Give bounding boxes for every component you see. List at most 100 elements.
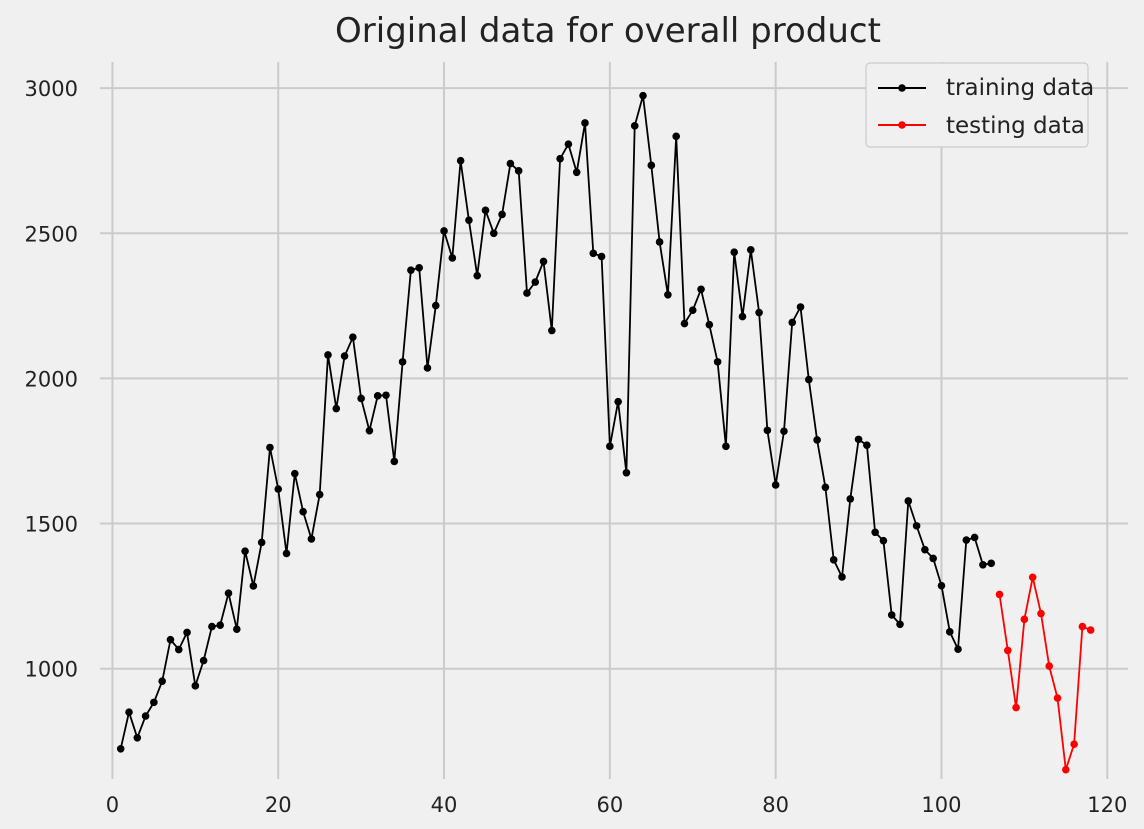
data-point-training: [672, 132, 680, 141]
x-tick-label: 120: [1087, 793, 1127, 817]
data-point-training: [606, 442, 614, 451]
data-point-training: [506, 159, 515, 168]
data-point-testing: [1086, 626, 1095, 634]
x-tick-label: 80: [762, 793, 789, 817]
data-point-training: [473, 271, 482, 280]
data-point-training: [282, 549, 291, 558]
data-point-training: [697, 285, 705, 294]
data-point-training: [664, 291, 672, 299]
data-point-training: [780, 427, 788, 436]
data-point-training: [232, 625, 241, 634]
data-point-training: [365, 426, 374, 435]
data-point-training: [805, 375, 813, 384]
legend-entry-training: training data: [878, 75, 1094, 101]
data-point-training: [249, 582, 258, 590]
grid-lines: [100, 62, 1128, 779]
data-point-training: [448, 254, 457, 262]
data-point-training: [125, 708, 133, 717]
data-point-training: [382, 391, 390, 400]
data-point-training: [722, 442, 730, 451]
legend-entry-testing: testing data: [878, 113, 1085, 139]
data-point-testing: [1037, 609, 1045, 618]
data-point-training: [224, 589, 233, 598]
data-point-training: [730, 248, 739, 256]
series-layer: [116, 91, 1095, 774]
data-point-training: [291, 469, 299, 478]
data-point-training: [962, 536, 971, 544]
data-point-training: [150, 698, 158, 707]
data-point-training: [531, 278, 540, 286]
data-point-training: [680, 319, 689, 328]
data-point-training: [332, 404, 341, 413]
data-point-training: [257, 538, 266, 547]
data-point-training: [456, 156, 465, 165]
series-line-training: [119, 94, 992, 749]
data-point-training: [489, 229, 498, 238]
data-point-testing: [1020, 615, 1029, 624]
data-point-training: [514, 167, 523, 175]
data-point-training: [440, 227, 448, 235]
data-point-training: [133, 733, 142, 742]
data-point-training: [199, 656, 208, 665]
data-point-testing: [1062, 765, 1070, 774]
x-tick-label: 0: [106, 793, 119, 817]
data-point-training: [498, 210, 506, 219]
data-point-training: [208, 622, 216, 631]
data-point-training: [854, 435, 863, 444]
data-point-training: [465, 216, 473, 225]
data-point-training: [713, 358, 722, 366]
data-point-training: [970, 533, 979, 542]
legend-label-training: training data: [946, 75, 1094, 101]
data-point-training: [390, 457, 399, 466]
data-point-training: [829, 556, 838, 564]
data-point-training: [241, 547, 249, 555]
chart-title: Original data for overall product: [335, 11, 881, 51]
data-point-training: [141, 712, 150, 720]
data-point-training: [746, 246, 755, 254]
data-point-training: [548, 326, 556, 335]
data-point-training: [912, 522, 921, 530]
data-point-training: [357, 394, 365, 403]
data-point-training: [266, 443, 274, 452]
data-point-training: [158, 677, 166, 685]
data-point-training: [921, 545, 929, 554]
data-point-training: [191, 682, 200, 690]
data-point-training: [216, 621, 225, 629]
data-point-training: [589, 249, 598, 258]
data-point-training: [954, 645, 962, 654]
data-point-training: [813, 436, 821, 444]
y-tick-label: 1500: [25, 513, 78, 537]
data-point-training: [647, 161, 656, 170]
data-point-testing: [1045, 662, 1054, 670]
data-point-training: [116, 745, 125, 753]
series-testing: [995, 573, 1095, 774]
data-point-testing: [1028, 573, 1037, 582]
data-point-training: [639, 91, 647, 100]
data-point-training: [904, 497, 913, 505]
data-point-training: [415, 264, 423, 272]
data-point-training: [771, 481, 780, 489]
data-point-training: [315, 490, 324, 499]
data-point-training: [564, 140, 573, 148]
y-axis-ticks: 1000 1500 2000 2500 3000: [25, 77, 78, 682]
data-point-training: [630, 122, 639, 130]
data-point-training: [929, 554, 937, 563]
data-point-training: [523, 289, 531, 297]
x-tick-label: 60: [596, 793, 623, 817]
data-point-training: [738, 312, 747, 321]
data-point-training: [572, 168, 581, 177]
data-point-testing: [995, 590, 1004, 599]
data-point-training: [979, 560, 987, 569]
legend-marker-testing: [898, 121, 906, 129]
data-point-training: [937, 581, 946, 590]
data-point-training: [622, 468, 631, 477]
x-tick-label: 100: [921, 793, 961, 817]
series-line-testing: [998, 576, 1092, 771]
data-point-training: [887, 611, 896, 619]
y-tick-label: 2000: [25, 367, 78, 391]
data-point-training: [183, 628, 191, 637]
data-point-training: [539, 257, 548, 266]
data-point-training: [863, 441, 871, 449]
data-point-training: [581, 119, 589, 127]
